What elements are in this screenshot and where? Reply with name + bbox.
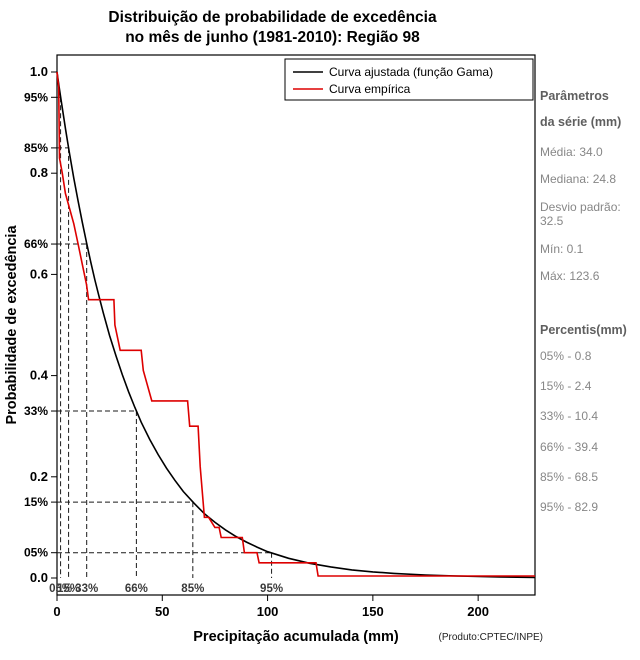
plot-border xyxy=(56,54,536,596)
x-tick-label: 0 xyxy=(53,604,60,619)
y-tick-label: 0.2 xyxy=(30,469,48,484)
stat-media: Média: 34.0 xyxy=(540,144,603,159)
product-note: (Produto:CPTEC/INPE) xyxy=(439,632,543,643)
stat-desvio: Desvio padrão: 32.5 xyxy=(540,200,621,228)
percentil-05: 05% - 0.8 xyxy=(540,349,592,364)
exceedance-probability-chart: 0 50 100 150 200 0.0 0.2 0.4 0.6 0.8 1.0 95% 05% 85% 1… xyxy=(4,54,543,645)
x-percent-label: 05% xyxy=(49,583,72,595)
params-heading-line1: Parâmetros xyxy=(540,89,609,103)
y-tick-label: 1.0 xyxy=(30,64,48,79)
x-tick-label: 50 xyxy=(155,604,169,619)
y-tick-label: 0.4 xyxy=(30,368,49,383)
y-tick-label: 0.6 xyxy=(30,266,48,281)
percentis-heading: Percentis(mm) xyxy=(540,323,627,338)
stat-min: Mín: 0.1 xyxy=(540,241,584,256)
y-percent-label: 05% xyxy=(24,546,48,560)
x-tick-label: 200 xyxy=(467,604,489,619)
legend-label: Curva empírica xyxy=(329,82,411,96)
fitted-gamma-curve xyxy=(56,71,536,579)
y-percent-label: 33% xyxy=(24,404,48,418)
empirical-curve xyxy=(56,71,535,577)
x-axis-title: Precipitação acumulada (mm) xyxy=(193,629,399,645)
percentil-66: 66% - 39.4 xyxy=(540,439,599,454)
percentil-85: 85% - 68.5 xyxy=(540,469,599,484)
y-percent-label: 66% xyxy=(24,237,48,251)
y-tick-label: 0.0 xyxy=(30,570,48,585)
y-percent-label: 95% xyxy=(24,90,48,104)
y-axis-title: Probabilidade de excedência xyxy=(4,225,20,425)
x-percent-label: 95% xyxy=(260,583,283,595)
x-tick-label: 100 xyxy=(257,604,279,619)
stat-max: Máx: 123.6 xyxy=(540,269,600,284)
chart-title-line2: no mês de junho (1981-2010): Região 98 xyxy=(125,29,420,46)
y-tick-label: 0.8 xyxy=(30,165,48,180)
x-percent-label: 66% xyxy=(125,583,148,595)
chart-title: Distribuição de probabilidade de excedên… xyxy=(0,8,545,48)
params-heading-line2: da série (mm) xyxy=(540,114,622,129)
legend-box xyxy=(284,58,534,101)
x-percent-label: 85% xyxy=(181,583,204,595)
x-percent-label: 15% xyxy=(57,583,80,595)
chart-title-line1: Distribuição de probabilidade de excedên… xyxy=(108,9,437,26)
y-percent-label: 85% xyxy=(24,141,48,155)
x-percent-label: 33% xyxy=(75,583,98,595)
y-percent-label: 15% xyxy=(24,495,48,509)
percentil-95: 95% - 82.9 xyxy=(540,499,599,514)
percentil-33: 33% - 10.4 xyxy=(540,409,599,424)
stat-mediana: Mediana: 24.8 xyxy=(540,172,617,187)
x-tick-label: 150 xyxy=(362,604,384,619)
stats-panel: Parâmetros da série (mm) Média: 34.0 Med… xyxy=(540,89,638,531)
legend-label: Curva ajustada (função Gama) xyxy=(329,65,493,79)
percentil-15: 15% - 2.4 xyxy=(540,379,592,394)
